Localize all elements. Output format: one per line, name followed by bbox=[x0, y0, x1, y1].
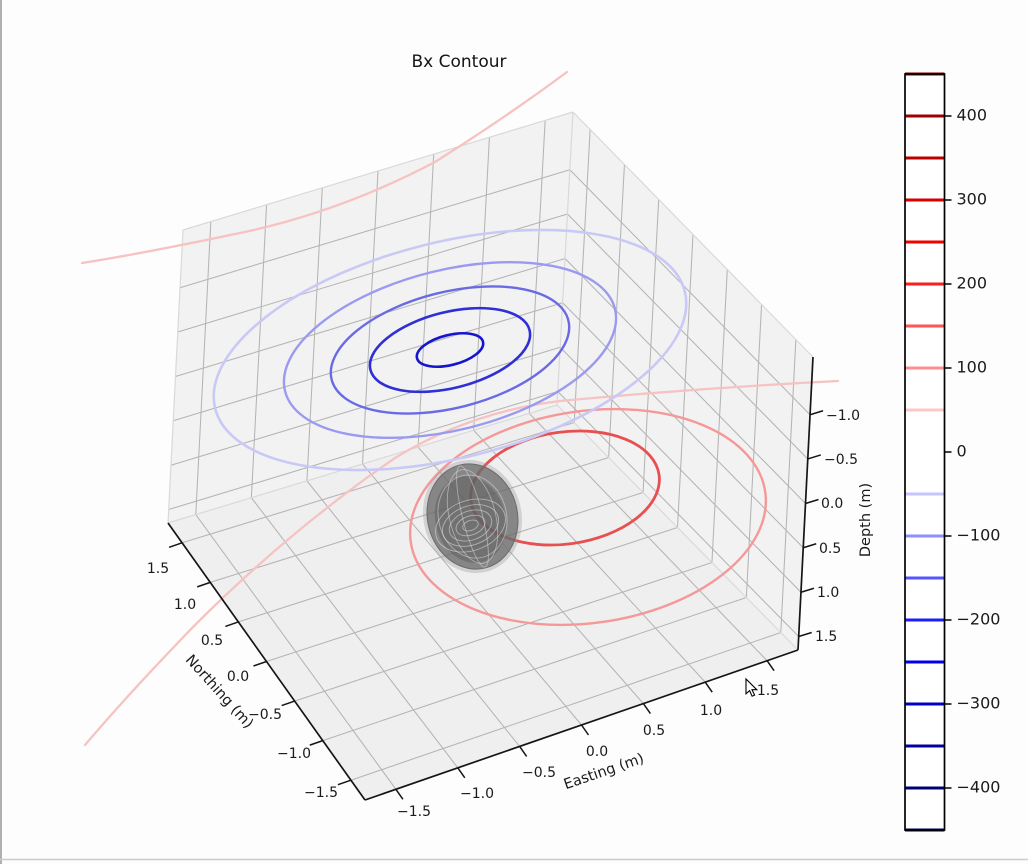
easting-tick bbox=[395, 788, 404, 800]
grid-line bbox=[569, 169, 811, 416]
plot-title: Bx Contour bbox=[411, 52, 506, 72]
ellipsoid-part bbox=[462, 519, 479, 532]
easting-tick bbox=[580, 724, 590, 736]
northing-tick-label: 0.0 bbox=[227, 669, 249, 685]
colorbar-tick-label: 200 bbox=[957, 274, 988, 293]
ellipsoid-part bbox=[456, 465, 489, 568]
ellipsoid-part bbox=[434, 476, 507, 563]
depth-tick-label: −1.0 bbox=[826, 408, 860, 424]
grid-line bbox=[179, 169, 571, 289]
depth-axis-label: Depth (m) bbox=[858, 483, 874, 557]
pane-edge bbox=[182, 111, 574, 231]
contour-pink-arc bbox=[83, 379, 840, 747]
colorbar-tick-label: −200 bbox=[957, 610, 1001, 629]
colorbar-tick-label: −300 bbox=[957, 694, 1001, 713]
contour-blue-ellipse bbox=[415, 331, 485, 369]
contour-blue-ellipse bbox=[368, 306, 532, 394]
colorbar-tick-label: 300 bbox=[957, 190, 988, 209]
ellipsoid-part bbox=[435, 498, 506, 553]
colorbar-tick-label: 100 bbox=[957, 358, 988, 377]
depth-tick bbox=[798, 631, 812, 638]
easting-tick bbox=[519, 746, 528, 757]
grid-line bbox=[564, 258, 806, 504]
northing-tick-label: −1.0 bbox=[277, 746, 311, 762]
colorbar-tick-label: −400 bbox=[957, 778, 1001, 797]
ellipsoid-part bbox=[437, 474, 508, 559]
ellipsoid-part bbox=[448, 509, 493, 542]
depth-tick-label: 0.5 bbox=[819, 541, 841, 557]
grid-line bbox=[168, 391, 558, 511]
colorbar-tick-label: 400 bbox=[957, 106, 988, 125]
colorbar-tick-label: 0 bbox=[957, 442, 967, 461]
contour-pink-arc bbox=[80, 70, 569, 265]
colorbar-tick-label: −100 bbox=[957, 526, 1001, 545]
pane-edge bbox=[167, 229, 184, 524]
northing-tick-label: 1.0 bbox=[174, 597, 196, 613]
northing-tick-label: −0.5 bbox=[248, 707, 282, 723]
grid-line bbox=[473, 429, 706, 683]
ellipsoid-part bbox=[455, 514, 486, 537]
grid-line bbox=[195, 514, 397, 790]
grid-line bbox=[562, 302, 804, 549]
pane-edge bbox=[556, 111, 574, 406]
northing-tick bbox=[281, 700, 295, 707]
grid-line bbox=[170, 346, 561, 466]
easting-tick-label: 1.5 bbox=[757, 683, 779, 699]
grid-line bbox=[559, 346, 802, 593]
easting-tick-label: 0.0 bbox=[586, 744, 608, 760]
easting-tick-label: −1.5 bbox=[397, 804, 431, 820]
grid-line bbox=[528, 413, 768, 662]
mouse-cursor[interactable] bbox=[745, 677, 759, 697]
depth-tick bbox=[800, 587, 815, 593]
depth-tick-label: −0.5 bbox=[824, 452, 858, 468]
depth-tick-label: 1.5 bbox=[815, 629, 837, 645]
grid-line bbox=[567, 213, 809, 460]
depth-tick bbox=[809, 410, 824, 416]
grid-line bbox=[177, 213, 568, 333]
pane-edge bbox=[572, 111, 814, 358]
easting-tick bbox=[642, 703, 651, 714]
easting-tick bbox=[704, 681, 713, 693]
easting-tick bbox=[766, 660, 775, 672]
northing-tick bbox=[309, 739, 324, 746]
easting-tick-label: −1.0 bbox=[460, 786, 494, 802]
contour-blue-ellipse bbox=[282, 260, 618, 440]
pane-edge bbox=[556, 404, 799, 651]
grid-line bbox=[175, 257, 566, 378]
northing-axis-label: Northing (m) bbox=[182, 652, 256, 732]
depth-tick-label: 0.0 bbox=[821, 496, 843, 512]
contour-blue-ellipse bbox=[329, 285, 571, 415]
ellipsoid-part bbox=[446, 469, 499, 564]
grid-line bbox=[173, 302, 563, 422]
northing-tick bbox=[196, 581, 211, 588]
wireframe-ellipsoid bbox=[422, 459, 523, 574]
northing-tick-label: −1.5 bbox=[304, 785, 338, 801]
depth-tick bbox=[803, 543, 817, 549]
depth-tick-label: 1.0 bbox=[817, 585, 839, 601]
grid-line bbox=[362, 463, 582, 726]
easting-tick-label: 0.5 bbox=[643, 723, 665, 739]
northing-tick bbox=[337, 779, 352, 786]
northing-tick bbox=[253, 660, 267, 667]
easting-tick-label: −0.5 bbox=[522, 765, 556, 781]
northing-tick-label: 0.5 bbox=[201, 633, 223, 649]
easting-tick bbox=[457, 767, 466, 779]
northing-tick bbox=[168, 542, 183, 548]
grid-line bbox=[306, 480, 521, 747]
easting-tick-label: 1.0 bbox=[700, 703, 722, 719]
northing-tick-label: 1.5 bbox=[147, 561, 169, 577]
depth-tick bbox=[807, 454, 822, 460]
depth-tick bbox=[805, 498, 819, 505]
northing-tick bbox=[225, 621, 239, 628]
pane-edge bbox=[167, 404, 558, 524]
